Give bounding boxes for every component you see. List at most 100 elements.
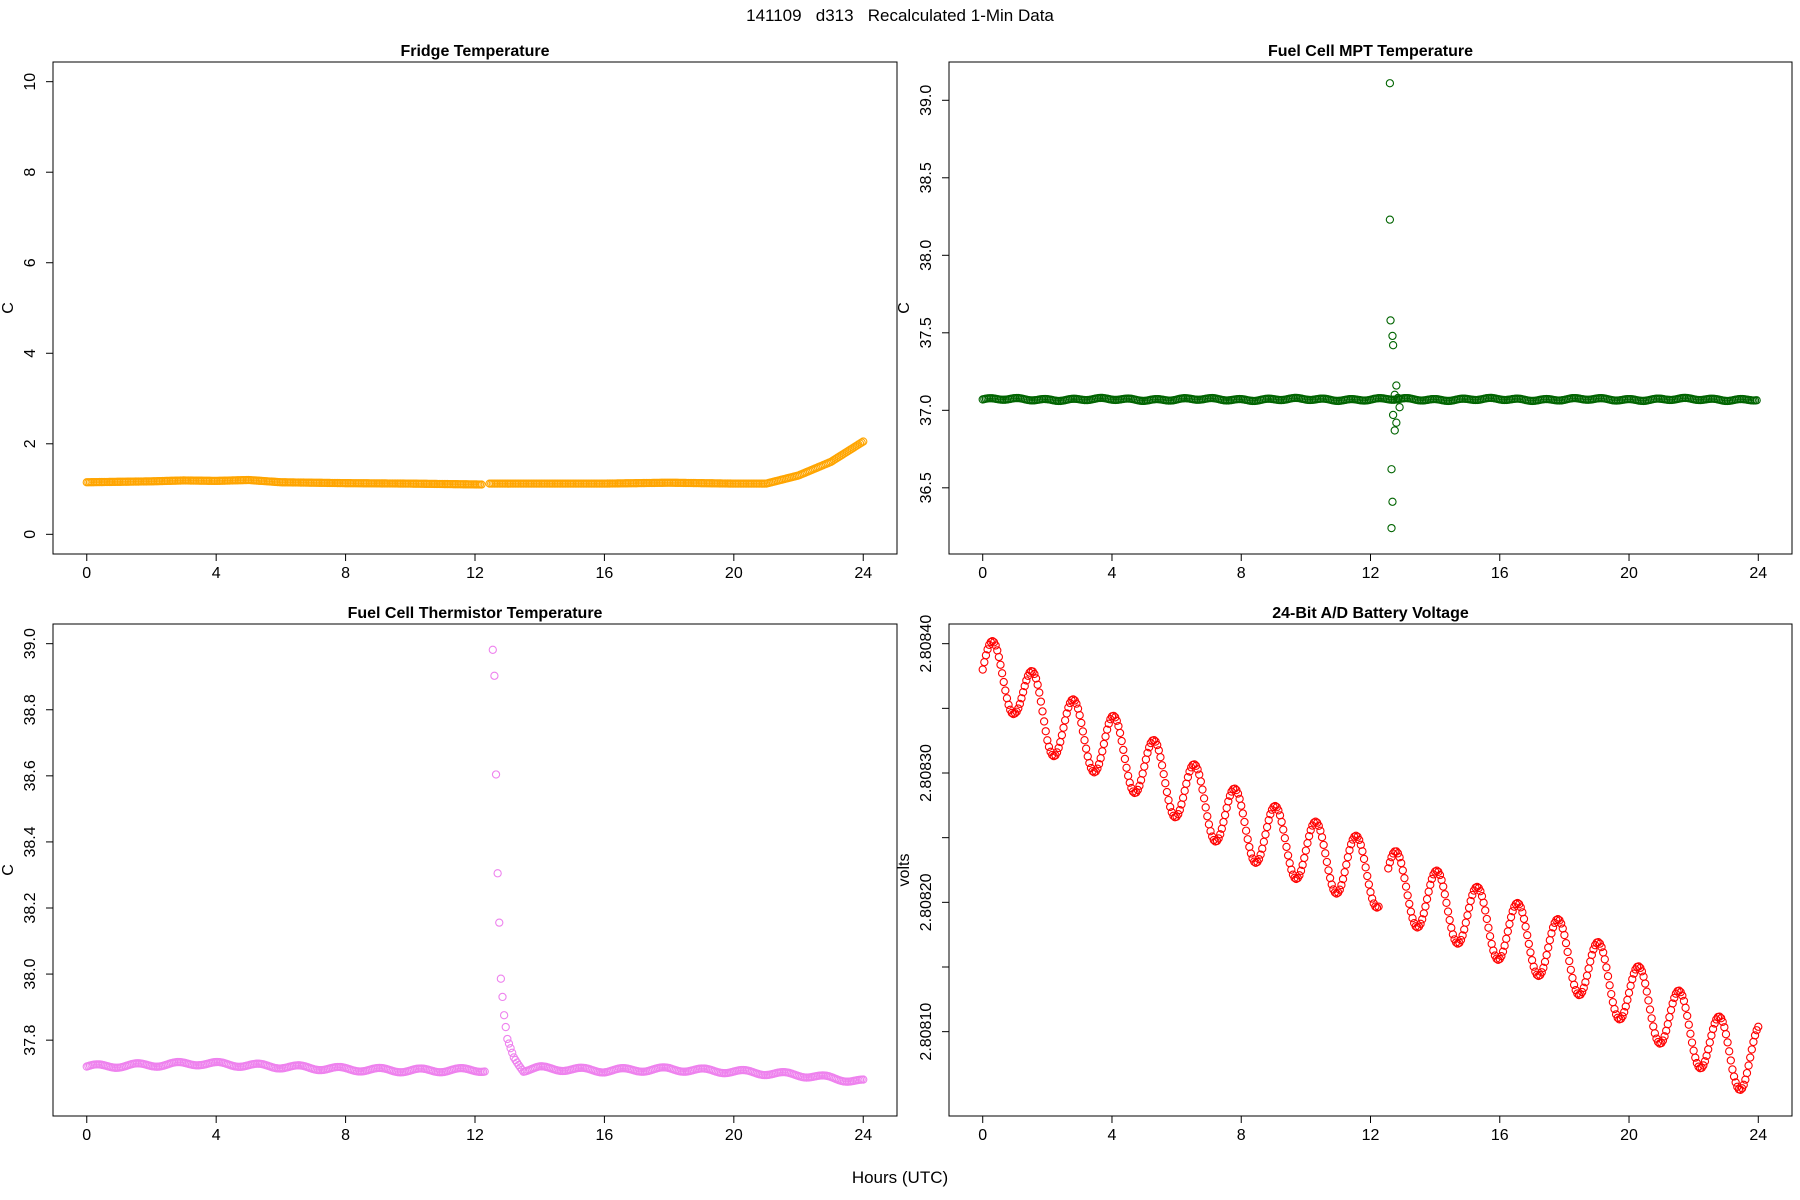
data-point xyxy=(1175,805,1184,815)
data-point xyxy=(1238,809,1248,818)
data-point xyxy=(1750,1031,1760,1040)
data-point xyxy=(1361,863,1370,872)
data-point xyxy=(1343,853,1353,862)
x-tick-label: 12 xyxy=(1362,565,1380,582)
data-point xyxy=(1731,1078,1740,1087)
data-point xyxy=(1264,816,1273,825)
data-point xyxy=(1243,835,1252,844)
data-point xyxy=(1237,801,1246,810)
data-point xyxy=(1689,1046,1698,1055)
data-point xyxy=(1018,688,1028,697)
data-point xyxy=(1180,786,1189,795)
data-point xyxy=(477,480,486,489)
data-point xyxy=(1277,817,1286,827)
data-point xyxy=(1324,866,1333,875)
x-tick-label: 24 xyxy=(854,1127,872,1144)
data-point xyxy=(1539,963,1548,972)
data-point xyxy=(1729,1072,1739,1081)
data-point xyxy=(1435,870,1445,880)
data-point xyxy=(1282,842,1291,852)
data-point xyxy=(1342,860,1351,869)
data-point xyxy=(1020,681,1029,691)
data-point xyxy=(1529,962,1538,971)
data-point xyxy=(1653,1037,1663,1047)
data-point xyxy=(493,869,502,878)
data-point xyxy=(1657,1038,1666,1048)
data-point xyxy=(1700,1057,1710,1066)
chart-title: Fuel Cell MPT Temperature xyxy=(1268,43,1473,60)
data-point xyxy=(1304,831,1314,841)
data-point xyxy=(1401,882,1411,891)
data-point xyxy=(1301,846,1311,855)
x-tick-label: 8 xyxy=(341,1127,350,1144)
data-point xyxy=(1254,854,1264,864)
x-tick-label: 16 xyxy=(1491,1127,1509,1144)
data-point xyxy=(1102,725,1112,734)
data-point xyxy=(1372,903,1382,912)
data-point xyxy=(1620,1007,1629,1017)
data-point xyxy=(1705,1038,1714,1047)
data-point xyxy=(1670,993,1679,1003)
data-point xyxy=(1561,938,1571,948)
data-point xyxy=(1327,880,1336,889)
data-point xyxy=(1388,410,1398,420)
y-tick-label: 37.0 xyxy=(918,395,935,426)
data-point xyxy=(1395,403,1404,412)
data-point xyxy=(1563,947,1572,957)
data-point xyxy=(1036,697,1046,706)
data-point xyxy=(1390,426,1399,435)
data-point xyxy=(1421,902,1430,911)
data-point xyxy=(1739,1080,1748,1089)
x-tick-label: 16 xyxy=(596,565,614,582)
data-point xyxy=(1521,922,1530,931)
data-point xyxy=(1566,965,1576,974)
y-tick-label: 38.6 xyxy=(22,760,39,791)
data-point xyxy=(1017,694,1026,703)
data-point xyxy=(499,1011,509,1020)
x-tick-label: 0 xyxy=(978,1127,987,1144)
data-point xyxy=(1489,946,1498,955)
y-tick-label: 2.80820 xyxy=(918,873,935,931)
data-point xyxy=(1451,938,1461,947)
x-tick-label: 4 xyxy=(1108,565,1117,582)
data-point xyxy=(1193,765,1202,774)
data-point xyxy=(1165,802,1175,812)
plot-frame xyxy=(52,623,898,1117)
data-point xyxy=(1691,1053,1700,1062)
data-point xyxy=(1589,945,1598,954)
data-point xyxy=(1400,873,1409,883)
data-point xyxy=(1216,830,1225,839)
data-point xyxy=(1098,747,1107,756)
data-point xyxy=(1579,983,1588,992)
x-tick-label: 20 xyxy=(1620,1127,1638,1144)
data-point xyxy=(1064,703,1073,712)
data-point xyxy=(1204,820,1214,829)
data-point xyxy=(1225,791,1235,800)
data-point xyxy=(1616,1014,1626,1023)
y-tick-label: 0 xyxy=(22,530,39,539)
y-axis-label: C xyxy=(0,864,17,876)
y-axis-label: C xyxy=(0,302,17,314)
data-point xyxy=(1287,865,1296,874)
data-point xyxy=(1427,874,1437,884)
data-point xyxy=(1388,341,1398,350)
data-point xyxy=(1416,919,1425,928)
data-point xyxy=(1156,753,1165,762)
data-point xyxy=(1681,1003,1690,1012)
data-point xyxy=(1300,853,1309,863)
data-point xyxy=(1497,951,1506,961)
data-point xyxy=(1385,858,1395,867)
data-point xyxy=(1708,1024,1718,1034)
data-point xyxy=(1607,989,1616,999)
data-point xyxy=(1081,744,1091,753)
data-point xyxy=(1274,806,1283,815)
data-point xyxy=(1319,840,1328,850)
x-tick-label: 8 xyxy=(341,565,350,582)
data-point xyxy=(1718,1017,1727,1026)
data-point xyxy=(1578,987,1587,997)
data-point xyxy=(1439,882,1448,891)
data-point xyxy=(1161,779,1170,788)
data-point xyxy=(1418,915,1427,924)
data-point xyxy=(508,1048,517,1057)
data-point xyxy=(1159,769,1168,779)
